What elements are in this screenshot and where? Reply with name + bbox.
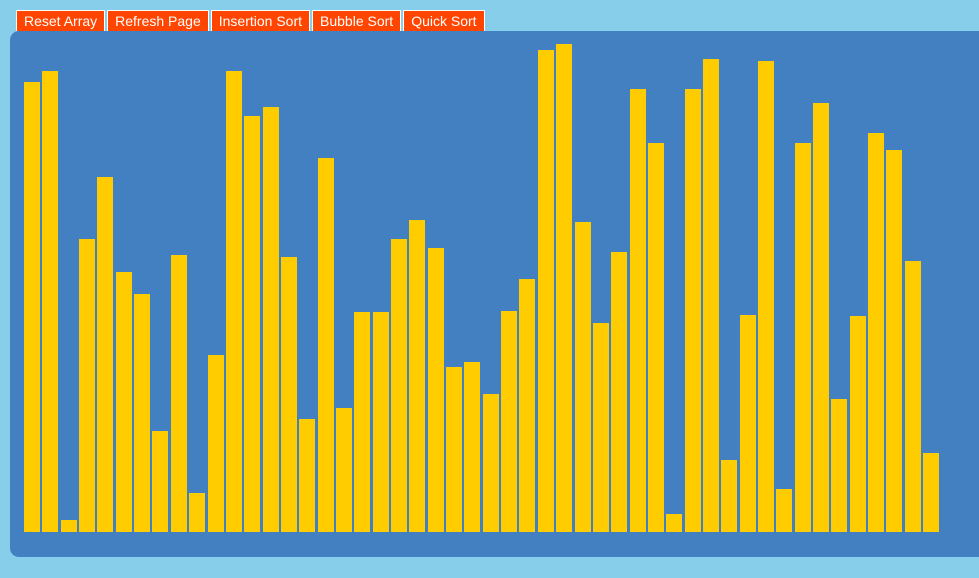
quick-sort-button[interactable]: Quick Sort [403,10,485,31]
toolbar: Reset Array Refresh Page Insertion Sort … [16,10,485,31]
reset-array-button[interactable]: Reset Array [16,10,106,31]
array-visualization-panel [10,31,979,557]
refresh-page-button[interactable]: Refresh Page [107,10,209,31]
bubble-sort-button[interactable]: Bubble Sort [312,10,402,31]
insertion-sort-button[interactable]: Insertion Sort [210,10,311,31]
